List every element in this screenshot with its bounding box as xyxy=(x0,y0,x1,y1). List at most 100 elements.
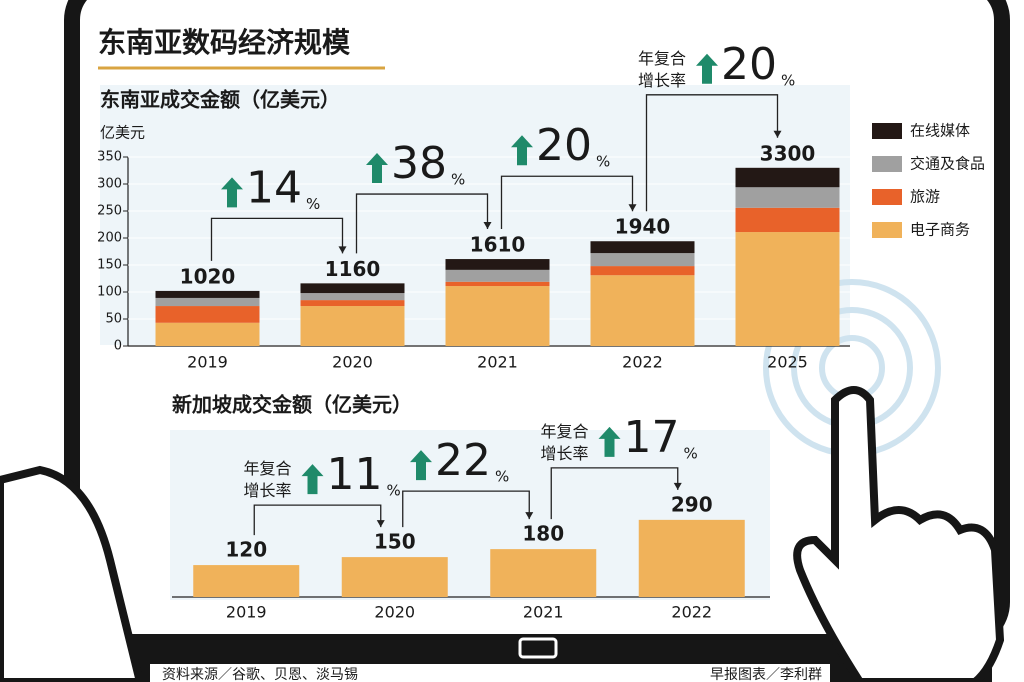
legend-label: 电子商务 xyxy=(910,221,970,239)
bar-segment xyxy=(735,232,840,346)
value-label: 290 xyxy=(671,492,713,516)
bar-segment xyxy=(590,241,695,254)
bracket-head xyxy=(376,520,385,528)
total-label: 1940 xyxy=(615,215,671,239)
y-tick-label: 250 xyxy=(97,204,122,219)
growth-label-line: 增长率 xyxy=(540,443,588,462)
bar-segment xyxy=(300,283,405,294)
growth-label-line: 增长率 xyxy=(638,70,686,89)
total-label: 1610 xyxy=(470,233,526,257)
bar-segment xyxy=(155,306,260,323)
credit: 早报图表／李利群 xyxy=(710,667,822,682)
y-tick-label: 200 xyxy=(97,231,122,246)
bar-segment xyxy=(445,259,550,270)
growth-arrow xyxy=(696,53,718,84)
x-tick-label: 2025 xyxy=(767,353,808,372)
growth-value: 17 xyxy=(624,412,680,463)
growth-label: 年复合增长率 xyxy=(638,48,686,89)
x-tick-label: 2021 xyxy=(477,353,518,372)
bar xyxy=(341,557,448,597)
x-tick-label: 2020 xyxy=(332,353,373,372)
growth-label-line: 年复合 xyxy=(540,421,588,440)
legend-swatch xyxy=(872,222,902,238)
bar-segment xyxy=(445,281,550,287)
legend-swatch xyxy=(872,156,902,172)
total-label: 1160 xyxy=(325,257,381,281)
bar-segment xyxy=(155,322,260,346)
growth-label-line: 年复合 xyxy=(638,48,686,67)
percent-sign: % xyxy=(781,71,795,89)
percent-sign: % xyxy=(596,153,610,171)
percent-sign: % xyxy=(451,171,465,189)
y-tick-label: 300 xyxy=(97,177,122,192)
value-label: 180 xyxy=(522,522,564,546)
x-tick-label: 2019 xyxy=(226,603,267,622)
bracket-head xyxy=(483,222,492,230)
total-label: 3300 xyxy=(760,141,816,165)
percent-sign: % xyxy=(387,482,401,500)
growth-bracket xyxy=(402,490,530,528)
growth-arrow xyxy=(366,153,388,184)
growth-value: 38 xyxy=(391,138,447,189)
bar-segment xyxy=(590,266,695,276)
growth-bracket xyxy=(645,94,779,212)
y-tick-label: 100 xyxy=(97,285,122,300)
bar-segment xyxy=(590,275,695,346)
bracket-head xyxy=(338,246,347,254)
bar-segment xyxy=(155,290,260,298)
bar xyxy=(638,519,745,597)
x-tick-label: 2019 xyxy=(187,353,228,372)
growth-bracket xyxy=(253,504,382,536)
percent-sign: % xyxy=(495,468,509,486)
value-label: 120 xyxy=(225,538,267,562)
legend-label: 在线媒体 xyxy=(910,122,970,140)
growth-bracket xyxy=(550,467,679,520)
growth-value: 11 xyxy=(327,449,383,500)
value-label: 150 xyxy=(374,530,416,554)
bar-segment xyxy=(445,269,550,282)
total-label: 1020 xyxy=(180,264,236,288)
bar-segment xyxy=(735,187,840,208)
bar-segment xyxy=(300,306,405,346)
x-tick-label: 2020 xyxy=(374,603,415,622)
growth-bracket xyxy=(500,175,634,230)
bar-segment xyxy=(445,286,550,346)
legend-label: 旅游 xyxy=(910,188,940,206)
bracket-head xyxy=(525,512,534,520)
source: 资料来源／谷歌、贝恩、淡马锡 xyxy=(162,667,358,682)
bar-segment xyxy=(735,207,840,233)
x-tick-label: 2022 xyxy=(622,353,663,372)
main-title: 东南亚数码经济规模 xyxy=(98,26,351,59)
growth-value: 22 xyxy=(435,435,491,486)
growth-bracket xyxy=(355,193,489,254)
bar xyxy=(193,565,300,597)
growth-label: 年复合增长率 xyxy=(540,421,588,462)
bar-segment xyxy=(300,300,405,307)
percent-sign: % xyxy=(684,444,698,462)
growth-arrow xyxy=(221,177,243,208)
left-hand xyxy=(0,465,145,682)
growth-value: 14 xyxy=(246,162,302,213)
growth-arrow xyxy=(598,426,621,457)
growth-label: 年复合增长率 xyxy=(243,459,291,500)
y-tick-label: 350 xyxy=(97,150,122,165)
percent-sign: % xyxy=(306,195,320,213)
bar-segment xyxy=(300,293,405,301)
bracket-head xyxy=(773,130,782,138)
bar-segment xyxy=(155,297,260,307)
growth-value: 20 xyxy=(721,39,777,90)
bar xyxy=(490,549,597,597)
legend-label: 交通及食品 xyxy=(910,155,985,173)
growth-arrow xyxy=(301,464,324,495)
bracket-head xyxy=(628,204,637,212)
growth-arrow xyxy=(410,450,432,481)
bar-segment xyxy=(735,167,840,188)
right-hand xyxy=(793,386,1005,682)
x-tick-label: 2021 xyxy=(523,603,564,622)
bar-segment xyxy=(590,253,695,267)
y-tick-label: 150 xyxy=(97,258,122,273)
x-tick-label: 2022 xyxy=(671,603,712,622)
home-button xyxy=(518,637,558,659)
growth-arrow xyxy=(511,135,533,166)
